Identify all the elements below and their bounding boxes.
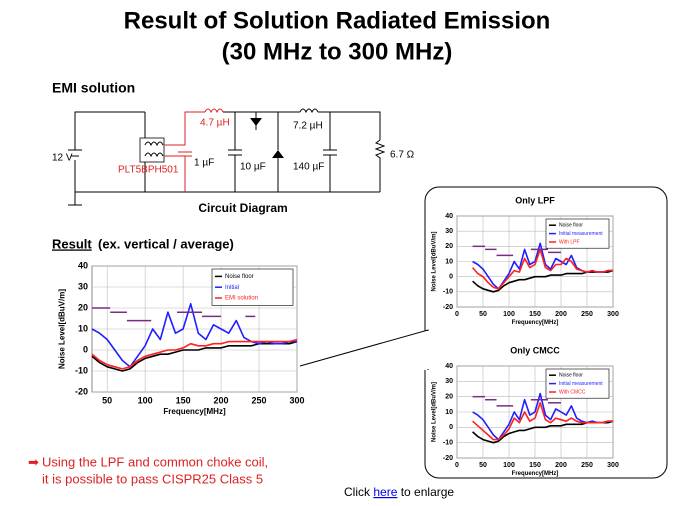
circuit-label: 12 V xyxy=(52,153,73,164)
x-tick-label: 100 xyxy=(138,395,153,405)
x-tick-label: 50 xyxy=(102,395,112,405)
x-tick-label: 0 xyxy=(455,462,459,469)
series-line xyxy=(91,338,298,370)
circuit-label: 1 µF xyxy=(194,158,214,169)
x-axis-label: Frequency[MHz] xyxy=(512,471,559,477)
series-line xyxy=(91,303,297,368)
x-tick-label: 100 xyxy=(503,311,515,318)
slide-subtitle: (30 MHz to 300 MHz) xyxy=(222,38,453,65)
y-tick-label: 20 xyxy=(445,243,453,250)
x-tick-label: 300 xyxy=(289,395,304,405)
chart-title: Only LPF xyxy=(515,195,555,205)
bullet-arrow: ➡ xyxy=(28,454,39,469)
legend-box xyxy=(545,368,610,399)
legend-label: Noise floor xyxy=(225,274,254,280)
legend-label: With CMCC xyxy=(559,389,586,395)
legend-label: With LPF xyxy=(559,239,580,245)
result-heading: Result xyxy=(52,236,92,251)
x-tick-label: 250 xyxy=(581,311,593,318)
result-heading: (ex. vertical / average) xyxy=(98,236,234,251)
legend-label: Noise floor xyxy=(559,373,583,379)
series-line xyxy=(472,402,613,441)
y-tick-label: 0 xyxy=(449,274,453,281)
x-tick-label: 300 xyxy=(607,311,619,318)
y-tick-label: -10 xyxy=(443,440,453,447)
y-tick-label: -20 xyxy=(443,455,453,462)
y-tick-label: 30 xyxy=(445,228,453,235)
bullet-text: it is possible to pass CISPR25 Class 5 xyxy=(42,471,263,486)
x-tick-label: 150 xyxy=(176,395,191,405)
circuit-label: 6.7 Ω xyxy=(390,150,415,161)
y-tick-label: 10 xyxy=(445,409,453,416)
y-tick-label: 20 xyxy=(78,302,88,312)
enlarge-link[interactable]: here xyxy=(373,485,397,499)
footer-text: Click xyxy=(344,485,373,499)
y-tick-label: 30 xyxy=(445,378,453,385)
x-tick-label: 150 xyxy=(529,311,541,318)
y-tick-label: -10 xyxy=(75,365,88,375)
circuit-label: 140 µF xyxy=(293,162,324,173)
legend-label: Noise floor xyxy=(559,223,583,229)
circuit-label: 7.2 µH xyxy=(293,121,323,132)
chart-title: Only CMCC xyxy=(510,345,560,355)
circuit-caption: Circuit Diagram xyxy=(198,201,287,215)
y-tick-label: 40 xyxy=(445,213,453,220)
y-tick-label: 20 xyxy=(445,394,453,401)
slide-title: Result of Solution Radiated Emission xyxy=(124,7,551,34)
x-tick-label: 50 xyxy=(479,462,487,469)
y-axis-label: Noise Level[dBuV/m] xyxy=(57,289,66,369)
x-axis-label: Frequency[MHz] xyxy=(512,320,559,326)
y-axis-label: Noise Level[dBuV/m] xyxy=(431,231,437,291)
circuit-heading: EMI solution xyxy=(52,80,135,96)
x-axis-label: Frequency[MHz] xyxy=(163,407,226,416)
x-tick-label: 250 xyxy=(252,395,267,405)
y-axis-label: Noise Level[dBuV/m] xyxy=(431,382,437,442)
y-tick-label: -20 xyxy=(75,386,88,396)
x-tick-label: 150 xyxy=(529,462,541,469)
y-tick-label: 40 xyxy=(78,260,88,270)
y-tick-label: 0 xyxy=(449,424,453,431)
x-tick-label: 200 xyxy=(555,462,567,469)
footer-text: to enlarge xyxy=(397,485,454,499)
circuit-label: 10 µF xyxy=(240,162,266,173)
circuit-label: PLT5BPH501 xyxy=(118,165,179,176)
y-tick-label: -10 xyxy=(443,289,453,296)
circuit-label: 4.7 µH xyxy=(200,118,230,129)
x-tick-label: 300 xyxy=(607,462,619,469)
y-tick-label: 10 xyxy=(78,323,88,333)
x-tick-label: 100 xyxy=(503,462,515,469)
y-tick-label: 30 xyxy=(78,281,88,291)
x-tick-label: 0 xyxy=(455,311,459,318)
legend-box xyxy=(211,268,294,306)
series-line xyxy=(91,340,298,372)
x-tick-label: 50 xyxy=(479,311,487,318)
footer-text: Click here to enlarge xyxy=(344,485,454,499)
legend-label: EMI solution xyxy=(225,296,258,302)
y-tick-label: 0 xyxy=(83,344,88,354)
y-tick-label: -20 xyxy=(443,304,453,311)
callout-pointer xyxy=(299,329,429,370)
bullet-text: Using the LPF and common choke coil, xyxy=(42,454,268,469)
y-tick-label: 10 xyxy=(445,258,453,265)
x-tick-label: 250 xyxy=(581,462,593,469)
x-tick-label: 200 xyxy=(214,395,229,405)
y-tick-label: 40 xyxy=(445,363,453,370)
legend-label: Initial measurement xyxy=(559,231,603,237)
circuit-diagram xyxy=(68,108,386,206)
legend-box xyxy=(545,218,610,249)
legend-label: Initial measurement xyxy=(559,381,603,387)
legend-label: Initial xyxy=(225,285,239,291)
x-tick-label: 200 xyxy=(555,311,567,318)
series-line xyxy=(471,248,613,290)
